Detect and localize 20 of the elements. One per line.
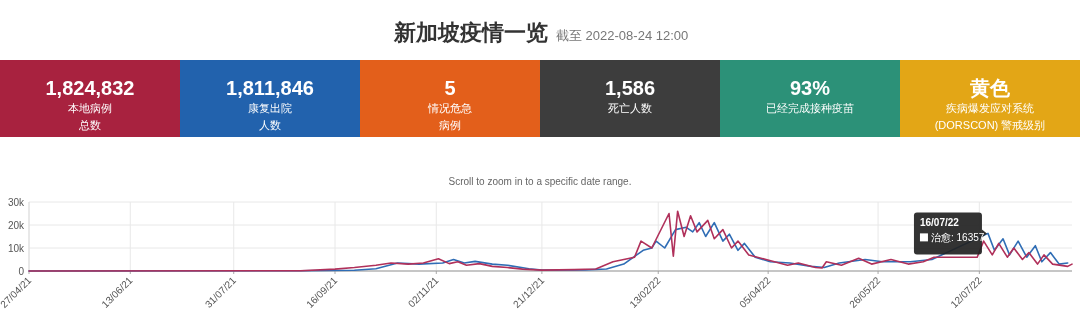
chart-subtitle: Scroll to zoom in to a specific date range.	[448, 176, 632, 187]
text: 1,811,846	[226, 77, 314, 99]
category-label: 已经完成接种疫苗	[766, 102, 854, 114]
text: 截至 2022-08-24 12:00	[556, 28, 689, 43]
y-tick-label: 10k	[7, 243, 25, 254]
text: 1,824,832	[45, 77, 135, 99]
category-label: 康复出院人数	[248, 102, 292, 131]
text: 5	[444, 77, 456, 99]
y-tick-label: 20k	[7, 220, 25, 231]
text: 93%	[789, 77, 831, 99]
category-label: 情况危急病例	[427, 102, 472, 131]
text: 黄色	[970, 77, 1010, 99]
annotation: 16/07/22 治愈: 16357	[919, 217, 985, 244]
y-tick-label: 30k	[7, 197, 25, 208]
text: 1,586	[604, 77, 656, 99]
category-label: 死亡人数	[608, 102, 652, 114]
category-label: 本地病例总数	[68, 102, 112, 131]
text: 新加坡疫情一览	[393, 20, 548, 45]
y-tick-label: 0	[18, 266, 25, 277]
category-label: 疾病爆发应对系统(DORSCON) 警戒级别	[934, 102, 1046, 131]
